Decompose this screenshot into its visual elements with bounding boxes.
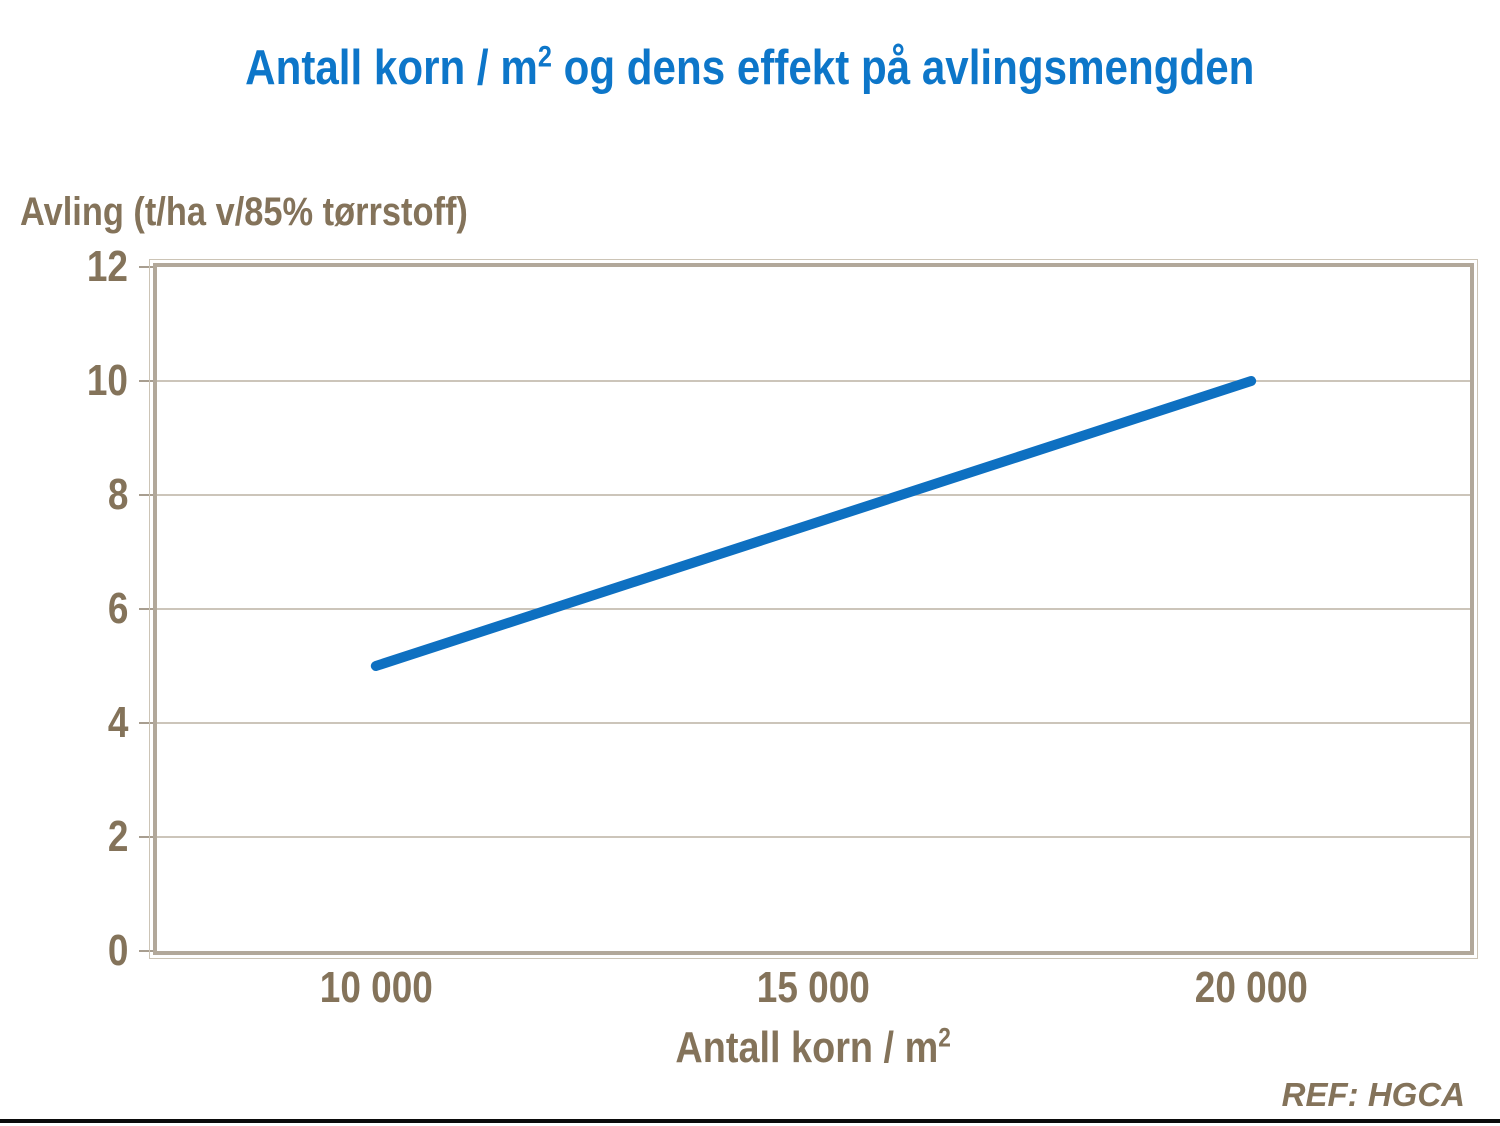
x-axis-label-text: Antall korn / m	[675, 1023, 939, 1072]
x-tick-label: 10 000	[319, 963, 433, 1012]
chart-title: Antall korn / m2 og dens effekt på avlin…	[0, 40, 1500, 96]
x-axis-label: Antall korn / m2	[157, 1023, 1470, 1072]
bottom-border-rule	[0, 1119, 1500, 1123]
x-tick-label: 15 000	[756, 963, 871, 1012]
x-tick-label: 20 000	[1194, 963, 1308, 1012]
chart-title-text-2: og dens effekt på avlingsmengden	[552, 41, 1255, 95]
y-axis-tick-labels: 12 10 8 6 4 2 0	[86, 242, 128, 975]
x-axis-tick-labels: 10 000 15 000 20 000	[157, 966, 1470, 1010]
y-axis-label: Avling (t/ha v/85% tørrstoff)	[20, 190, 468, 234]
chart-title-text: Antall korn / m	[245, 41, 539, 95]
chart-canvas	[139, 259, 1478, 959]
chart-title-superscript: 2	[538, 40, 553, 74]
data-line-avling	[370, 376, 1257, 671]
plot-border	[153, 263, 1474, 955]
reference-note: REF: HGCA	[1281, 1076, 1465, 1113]
plot-border-outer	[149, 259, 1478, 959]
x-axis-label-superscript: 2	[938, 1022, 952, 1053]
